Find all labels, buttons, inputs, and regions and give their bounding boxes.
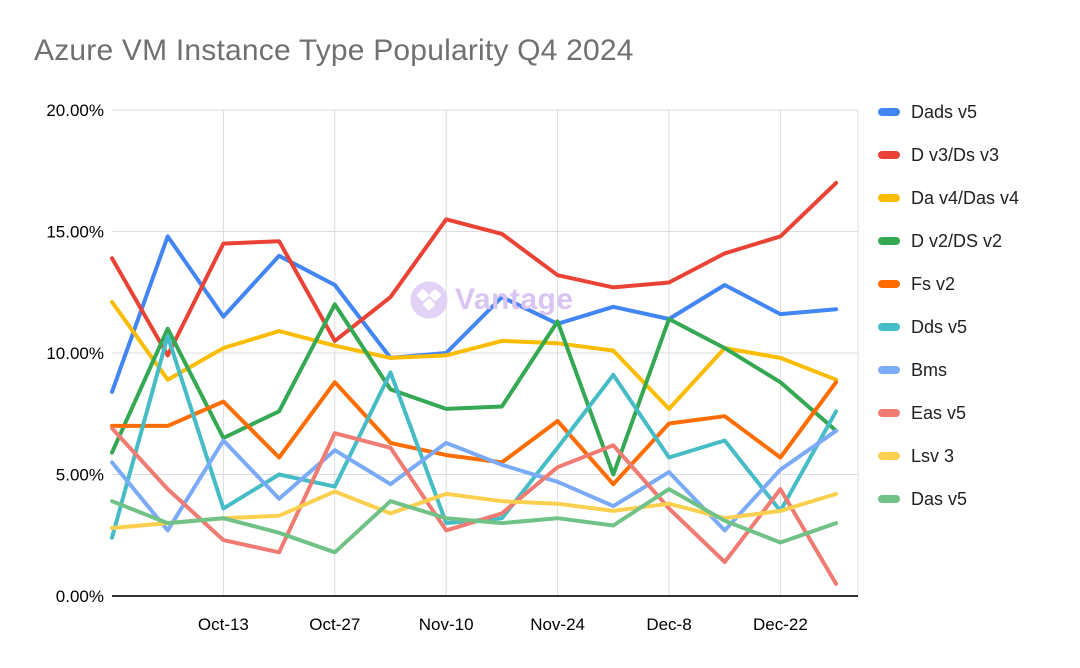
- legend-label-lsv-3: Lsv 3: [911, 445, 955, 466]
- legend-item-eas-v5[interactable]: Eas v5: [878, 402, 1078, 423]
- y-tick-label: 10.00%: [46, 344, 104, 363]
- legend-label-d-v2-ds-v2: D v2/DS v2: [911, 230, 1003, 251]
- y-tick-label: 20.00%: [46, 101, 104, 120]
- legend-swatch-lsv-3: [878, 452, 900, 460]
- legend-swatch-eas-v5: [878, 409, 900, 417]
- series-line-das-v5: [110, 487, 839, 555]
- legend-label-dads-v5: Dads v5: [911, 101, 978, 122]
- chart-title: Azure VM Instance Type Popularity Q4 202…: [34, 34, 634, 67]
- legend-label-dds-v5: Dds v5: [911, 316, 968, 337]
- x-tick-label: Nov-24: [530, 615, 585, 634]
- x-tick-label: Oct-13: [198, 615, 249, 634]
- legend-item-d-v2-ds-v2[interactable]: D v2/DS v2: [878, 230, 1078, 251]
- legend-swatch-dads-v5: [878, 108, 900, 116]
- legend-item-das-v5[interactable]: Das v5: [878, 488, 1078, 509]
- legend-item-bms[interactable]: Bms: [878, 359, 1078, 380]
- series-line-da-v4-das-v4: [110, 300, 839, 411]
- series-line-d-v2-ds-v2: [110, 302, 839, 477]
- legend-label-fs-v2: Fs v2: [911, 273, 956, 294]
- y-tick-label: 5.00%: [56, 466, 104, 485]
- series-line-bms: [110, 428, 839, 533]
- series-line-dads-v5: [110, 234, 839, 394]
- legend-item-fs-v2[interactable]: Fs v2: [878, 273, 1078, 294]
- legend-label-d-v3-ds-v3: D v3/Ds v3: [911, 144, 1000, 165]
- legend-swatch-fs-v2: [878, 280, 900, 288]
- x-tick-label: Oct-27: [309, 615, 360, 634]
- legend-item-lsv-3[interactable]: Lsv 3: [878, 445, 1078, 466]
- x-tick-label: Dec-8: [646, 615, 691, 634]
- series-line-fs-v2: [110, 380, 839, 487]
- x-tick-label: Dec-22: [753, 615, 808, 634]
- legend-item-dads-v5[interactable]: Dads v5: [878, 101, 1078, 122]
- legend-item-da-v4-das-v4[interactable]: Da v4/Das v4: [878, 187, 1078, 208]
- legend-swatch-bms: [878, 366, 900, 374]
- x-tick-label: Nov-10: [419, 615, 474, 634]
- legend-label-bms: Bms: [911, 359, 947, 380]
- y-tick-label: 15.00%: [46, 223, 104, 242]
- series-line-d-v3-ds-v3: [110, 180, 839, 358]
- legend-label-eas-v5: Eas v5: [911, 402, 967, 423]
- legend-label-das-v5: Das v5: [911, 488, 968, 509]
- legend-item-dds-v5[interactable]: Dds v5: [878, 316, 1078, 337]
- legend-swatch-d-v2-ds-v2: [878, 237, 900, 245]
- chart-legend: Dads v5 D v3/Ds v3 Da v4/Das v4 D v2/DS v2 F…: [878, 101, 1078, 533]
- legend-label-da-v4-das-v4: Da v4/Das v4: [911, 187, 1020, 208]
- legend-swatch-da-v4-das-v4: [878, 194, 900, 202]
- legend-swatch-d-v3-ds-v3: [878, 151, 900, 159]
- legend-swatch-das-v5: [878, 495, 900, 503]
- legend-swatch-dds-v5: [878, 323, 900, 331]
- y-tick-label: 0.00%: [56, 587, 104, 606]
- legend-item-d-v3-ds-v3[interactable]: D v3/Ds v3: [878, 144, 1078, 165]
